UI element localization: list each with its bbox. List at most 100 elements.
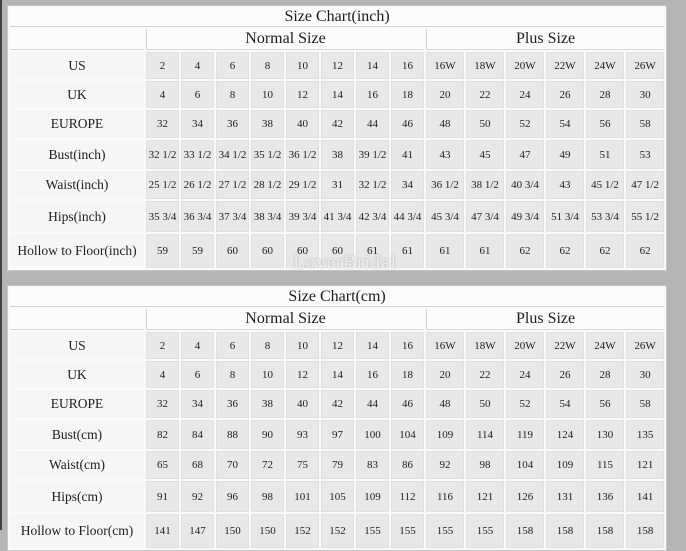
size-value-cell: 131 — [546, 481, 584, 512]
table-row: Hips(inch) 35 3/4 36 3/4 37 3/4 38 3/4 39 3/4… — [10, 201, 665, 232]
size-value-cell: 26W — [626, 332, 665, 359]
size-value-cell: 32 — [146, 110, 179, 138]
size-value-cell: 86 — [391, 451, 424, 479]
size-value-cell: 54 — [546, 110, 584, 138]
size-value-cell: 18W — [466, 332, 504, 359]
size-value-cell: 56 — [586, 390, 624, 418]
row-label: US — [10, 332, 144, 359]
row-label: Hips(cm) — [10, 481, 144, 512]
row-label: Hollow to Floor(cm) — [10, 514, 144, 548]
size-value-cell: 98 — [466, 451, 504, 479]
size-value-cell: 46 — [391, 110, 424, 138]
normal-size-header: Normal Size — [146, 309, 424, 330]
size-value-cell: 61 — [426, 234, 464, 268]
size-value-cell: 40 3/4 — [506, 171, 544, 199]
size-value-cell: 50 — [466, 110, 504, 138]
size-value-cell: 2 — [146, 332, 179, 359]
size-value-cell: 36 — [216, 110, 249, 138]
size-value-cell: 4 — [146, 81, 179, 108]
size-value-cell: 47 3/4 — [466, 201, 504, 232]
size-value-cell: 92 — [181, 481, 214, 512]
size-value-cell: 29 1/2 — [286, 171, 319, 199]
size-value-cell: 104 — [391, 420, 424, 449]
size-value-cell: 62 — [626, 234, 665, 268]
size-value-cell: 121 — [626, 451, 665, 479]
size-value-cell: 26 1/2 — [181, 171, 214, 199]
size-value-cell: 121 — [466, 481, 504, 512]
size-value-cell: 14 — [321, 361, 354, 388]
size-value-cell: 141 — [146, 514, 179, 548]
size-value-cell: 18 — [391, 81, 424, 108]
size-value-cell: 90 — [251, 420, 284, 449]
size-value-cell: 70 — [216, 451, 249, 479]
size-value-cell: 109 — [546, 451, 584, 479]
size-value-cell: 150 — [251, 514, 284, 548]
size-value-cell: 83 — [356, 451, 389, 479]
size-value-cell: 55 1/2 — [626, 201, 665, 232]
size-value-cell: 32 1/2 — [146, 140, 179, 169]
table-row: UK 4 6 8 10 12 14 16 18 20 22 24 26 28 30 — [10, 81, 665, 108]
group-header-row: Normal Size Plus Size — [10, 309, 665, 330]
size-value-cell: 34 — [391, 171, 424, 199]
size-value-cell: 24 — [506, 81, 544, 108]
size-value-cell: 79 — [321, 451, 354, 479]
table-row: Hollow to Floor(cm) 141 147 150 150 152 152 155… — [10, 514, 665, 548]
size-value-cell: 62 — [586, 234, 624, 268]
size-value-cell: 40 — [286, 390, 319, 418]
size-value-cell: 6 — [181, 81, 214, 108]
size-value-cell: 60 — [286, 234, 319, 268]
size-value-cell: 22 — [466, 81, 504, 108]
size-value-cell: 124 — [546, 420, 584, 449]
size-value-cell: 31 — [321, 171, 354, 199]
size-value-cell: 45 — [466, 140, 504, 169]
table-row: US 2 4 6 8 10 12 14 16 16W 18W 20W 22W 24W 26W — [10, 52, 665, 79]
size-value-cell: 46 — [391, 390, 424, 418]
size-value-cell: 8 — [216, 81, 249, 108]
size-value-cell: 49 3/4 — [506, 201, 544, 232]
size-value-cell: 4 — [181, 52, 214, 79]
row-label: EUROPE — [10, 390, 144, 418]
plus-size-header: Plus Size — [426, 309, 665, 330]
size-value-cell: 14 — [321, 81, 354, 108]
size-value-cell: 59 — [146, 234, 179, 268]
size-value-cell: 44 3/4 — [391, 201, 424, 232]
size-value-cell: 37 3/4 — [216, 201, 249, 232]
size-value-cell: 59 — [181, 234, 214, 268]
size-value-cell: 45 3/4 — [426, 201, 464, 232]
size-value-cell: 20W — [506, 52, 544, 79]
size-value-cell: 155 — [391, 514, 424, 548]
size-value-cell: 119 — [506, 420, 544, 449]
size-value-cell: 38 1/2 — [466, 171, 504, 199]
size-value-cell: 47 1/2 — [626, 171, 665, 199]
size-value-cell: 92 — [426, 451, 464, 479]
size-value-cell: 24 — [506, 361, 544, 388]
size-value-cell: 158 — [546, 514, 584, 548]
size-value-cell: 6 — [216, 52, 249, 79]
size-value-cell: 75 — [286, 451, 319, 479]
size-value-cell: 28 1/2 — [251, 171, 284, 199]
group-header-row: Normal Size Plus Size — [10, 29, 665, 50]
size-value-cell: 8 — [216, 361, 249, 388]
size-value-cell: 72 — [251, 451, 284, 479]
row-label: Hollow to Floor(inch) — [10, 234, 144, 268]
size-value-cell: 109 — [426, 420, 464, 449]
size-value-cell: 58 — [626, 110, 665, 138]
size-value-cell: 109 — [356, 481, 389, 512]
size-value-cell: 36 1/2 — [426, 171, 464, 199]
size-value-cell: 65 — [146, 451, 179, 479]
size-value-cell: 34 — [181, 390, 214, 418]
size-value-cell: 158 — [506, 514, 544, 548]
row-label: Waist(cm) — [10, 451, 144, 479]
row-label: Bust(inch) — [10, 140, 144, 169]
size-value-cell: 10 — [251, 81, 284, 108]
size-value-cell: 41 — [391, 140, 424, 169]
row-label: UK — [10, 81, 144, 108]
size-value-cell: 47 — [506, 140, 544, 169]
size-value-cell: 39 1/2 — [356, 140, 389, 169]
size-value-cell: 12 — [286, 81, 319, 108]
size-value-cell: 141 — [626, 481, 665, 512]
size-value-cell: 32 1/2 — [356, 171, 389, 199]
size-value-cell: 152 — [321, 514, 354, 548]
size-value-cell: 53 3/4 — [586, 201, 624, 232]
size-value-cell: 44 — [356, 390, 389, 418]
